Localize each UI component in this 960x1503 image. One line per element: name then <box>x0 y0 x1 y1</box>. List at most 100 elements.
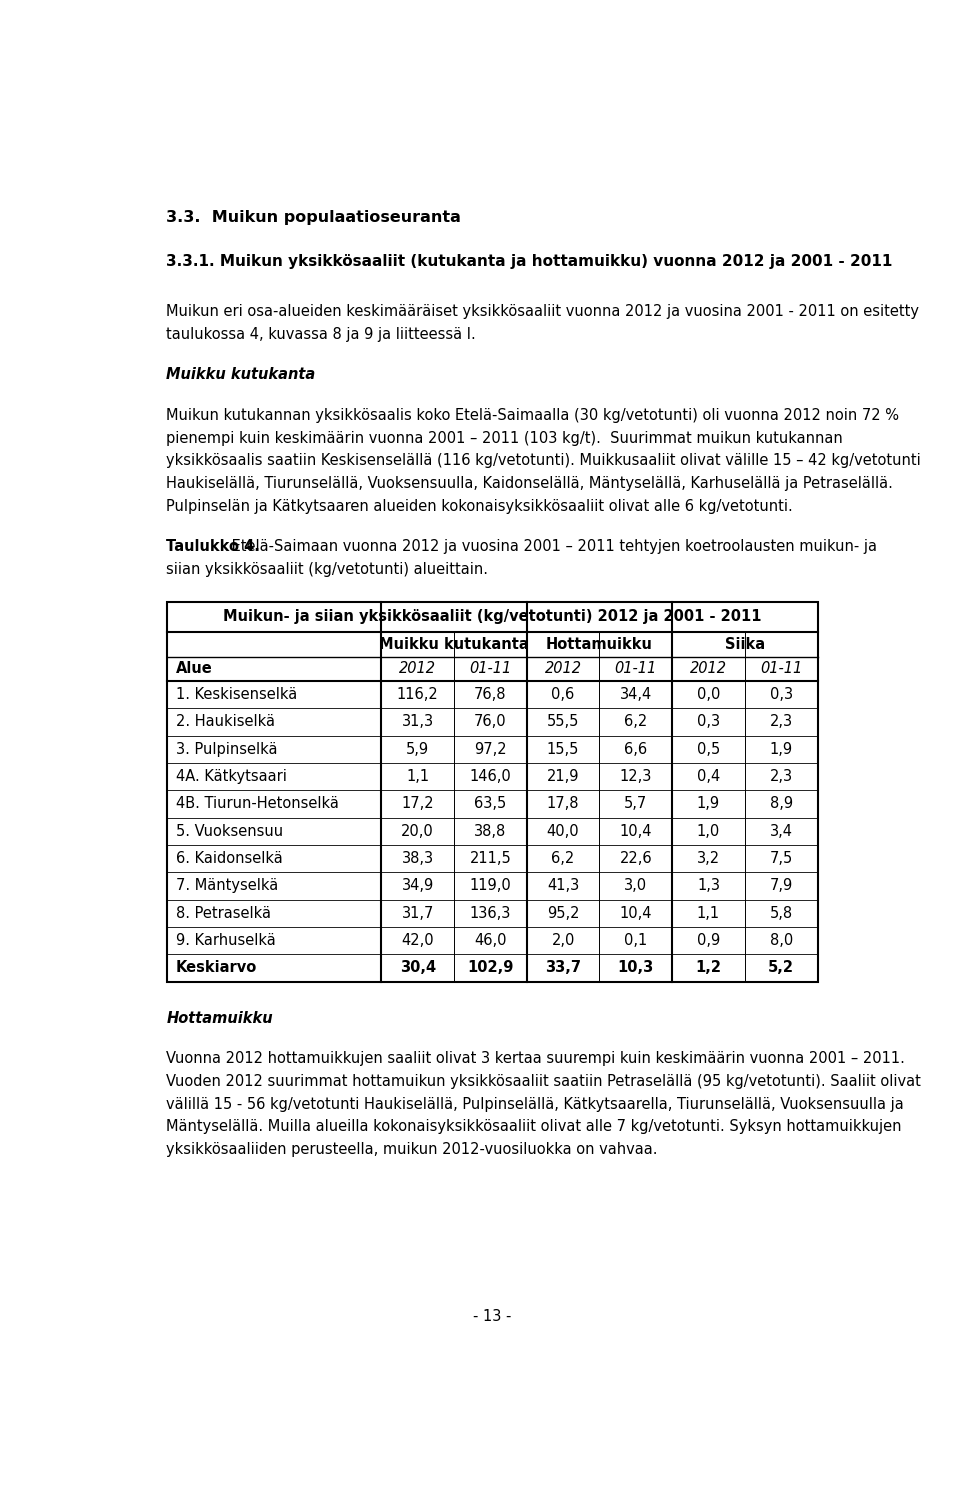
Text: 55,5: 55,5 <box>547 714 579 729</box>
Text: 97,2: 97,2 <box>474 741 507 756</box>
Text: 17,8: 17,8 <box>547 797 579 812</box>
Text: 1,9: 1,9 <box>697 797 720 812</box>
Text: 0,9: 0,9 <box>697 933 720 948</box>
Text: Muikun- ja siian yksikkösaaliit (kg/vetotunti) 2012 ja 2001 - 2011: Muikun- ja siian yksikkösaaliit (kg/veto… <box>223 609 761 624</box>
Text: 1,9: 1,9 <box>770 741 793 756</box>
Text: 4B. Tiurun-Hetonselkä: 4B. Tiurun-Hetonselkä <box>176 797 339 812</box>
Text: Muikku kutukanta: Muikku kutukanta <box>379 637 529 652</box>
Text: 01-11: 01-11 <box>760 661 803 676</box>
Text: 6. Kaidonselkä: 6. Kaidonselkä <box>176 851 282 866</box>
Text: 10,3: 10,3 <box>617 960 654 975</box>
Text: Vuonna 2012 hottamuikkujen saaliit olivat 3 kertaa suurempi kuin keskimäärin vuo: Vuonna 2012 hottamuikkujen saaliit oliva… <box>166 1051 905 1066</box>
Text: 0,3: 0,3 <box>770 687 793 702</box>
Text: Mäntyselällä. Muilla alueilla kokonaisyksikkösaaliit olivat alle 7 kg/vetotunti.: Mäntyselällä. Muilla alueilla kokonaisyk… <box>166 1120 902 1135</box>
Text: 2012: 2012 <box>690 661 727 676</box>
Text: 6,2: 6,2 <box>624 714 647 729</box>
Text: 7. Mäntyselkä: 7. Mäntyselkä <box>176 878 278 893</box>
Text: Muikku kutukanta: Muikku kutukanta <box>166 367 316 382</box>
Text: 5,7: 5,7 <box>624 797 647 812</box>
Text: 0,5: 0,5 <box>697 741 720 756</box>
Text: 2012: 2012 <box>399 661 436 676</box>
Text: - 13 -: - 13 - <box>473 1309 511 1324</box>
Text: 3. Pulpinselkä: 3. Pulpinselkä <box>176 741 277 756</box>
Text: 40,0: 40,0 <box>547 824 580 839</box>
Text: 1,1: 1,1 <box>697 906 720 921</box>
Text: Taulukko 4.: Taulukko 4. <box>166 540 260 555</box>
Text: 3,0: 3,0 <box>624 878 647 893</box>
Text: 10,4: 10,4 <box>619 824 652 839</box>
Text: Muikun eri osa-alueiden keskimääräiset yksikkösaaliit vuonna 2012 ja vuosina 200: Muikun eri osa-alueiden keskimääräiset y… <box>166 304 920 319</box>
Text: 1,3: 1,3 <box>697 878 720 893</box>
Text: 0,4: 0,4 <box>697 770 720 785</box>
Text: Pulpinselän ja Kätkytsaaren alueiden kokonaisyksikkösaaliit olivat alle 6 kg/vet: Pulpinselän ja Kätkytsaaren alueiden kok… <box>166 499 793 514</box>
Text: 1. Keskisenselkä: 1. Keskisenselkä <box>176 687 297 702</box>
Text: 46,0: 46,0 <box>474 933 507 948</box>
Text: 0,1: 0,1 <box>624 933 647 948</box>
Text: 34,4: 34,4 <box>619 687 652 702</box>
Text: 9. Karhuselkä: 9. Karhuselkä <box>176 933 276 948</box>
Text: 0,3: 0,3 <box>697 714 720 729</box>
Text: 3.3.1. Muikun yksikkösaaliit (kutukanta ja hottamuikku) vuonna 2012 ja 2001 - 20: 3.3.1. Muikun yksikkösaaliit (kutukanta … <box>166 254 893 269</box>
Text: 119,0: 119,0 <box>469 878 512 893</box>
Text: 102,9: 102,9 <box>468 960 514 975</box>
Text: 30,4: 30,4 <box>399 960 436 975</box>
Text: 8,9: 8,9 <box>770 797 793 812</box>
Text: 1,0: 1,0 <box>697 824 720 839</box>
Text: 22,6: 22,6 <box>619 851 652 866</box>
Text: siian yksikkösaaliit (kg/vetotunti) alueittain.: siian yksikkösaaliit (kg/vetotunti) alue… <box>166 562 489 577</box>
Text: 4A. Kätkytsaari: 4A. Kätkytsaari <box>176 770 287 785</box>
Text: Haukiselällä, Tiurunselällä, Vuoksensuulla, Kaidonselällä, Mäntyselällä, Karhuse: Haukiselällä, Tiurunselällä, Vuoksensuul… <box>166 476 894 491</box>
Text: 1,2: 1,2 <box>695 960 722 975</box>
Text: pienempi kuin keskimäärin vuonna 2001 – 2011 (103 kg/t).  Suurimmat muikun kutuk: pienempi kuin keskimäärin vuonna 2001 – … <box>166 431 843 445</box>
Text: 2,3: 2,3 <box>770 770 793 785</box>
Text: 76,0: 76,0 <box>474 714 507 729</box>
Text: 5,2: 5,2 <box>768 960 794 975</box>
Text: Vuoden 2012 suurimmat hottamuikun yksikkösaaliit saatiin Petraselällä (95 kg/vet: Vuoden 2012 suurimmat hottamuikun yksikk… <box>166 1075 922 1090</box>
Text: Alue: Alue <box>176 661 212 676</box>
Text: 5. Vuoksensuu: 5. Vuoksensuu <box>176 824 283 839</box>
Text: 211,5: 211,5 <box>469 851 512 866</box>
Text: 2,0: 2,0 <box>551 933 575 948</box>
Text: 5,8: 5,8 <box>770 906 793 921</box>
Text: Muikun kutukannan yksikkösaalis koko Etelä-Saimaalla (30 kg/vetotunti) oli vuonn: Muikun kutukannan yksikkösaalis koko Ete… <box>166 407 900 422</box>
Text: Keskiarvo: Keskiarvo <box>176 960 257 975</box>
Text: 15,5: 15,5 <box>547 741 579 756</box>
Bar <box>166 603 818 981</box>
Text: 01-11: 01-11 <box>469 661 512 676</box>
Text: 31,3: 31,3 <box>401 714 434 729</box>
Text: 2012: 2012 <box>544 661 582 676</box>
Text: taulukossa 4, kuvassa 8 ja 9 ja liitteessä I.: taulukossa 4, kuvassa 8 ja 9 ja liittees… <box>166 328 476 343</box>
Text: 136,3: 136,3 <box>469 906 511 921</box>
Text: 146,0: 146,0 <box>469 770 512 785</box>
Text: yksikkösaaliiden perusteella, muikun 2012-vuosiluokka on vahvaa.: yksikkösaaliiden perusteella, muikun 201… <box>166 1142 658 1157</box>
Text: 3,4: 3,4 <box>770 824 793 839</box>
Text: 10,4: 10,4 <box>619 906 652 921</box>
Text: 38,3: 38,3 <box>401 851 434 866</box>
Text: 0,6: 0,6 <box>551 687 575 702</box>
Text: välillä 15 - 56 kg/vetotunti Haukiselällä, Pulpinselällä, Kätkytsaarella, Tiurun: välillä 15 - 56 kg/vetotunti Haukiseläll… <box>166 1097 904 1112</box>
Text: 7,9: 7,9 <box>770 878 793 893</box>
Text: 6,6: 6,6 <box>624 741 647 756</box>
Text: 1,1: 1,1 <box>406 770 429 785</box>
Text: Siika: Siika <box>725 637 765 652</box>
Text: Etelä-Saimaan vuonna 2012 ja vuosina 2001 – 2011 tehtyjen koetroolausten muikun-: Etelä-Saimaan vuonna 2012 ja vuosina 200… <box>227 540 876 555</box>
Text: 6,2: 6,2 <box>551 851 575 866</box>
Text: 3,2: 3,2 <box>697 851 720 866</box>
Text: 34,9: 34,9 <box>401 878 434 893</box>
Text: 0,0: 0,0 <box>697 687 720 702</box>
Text: 95,2: 95,2 <box>547 906 579 921</box>
Text: Hottamuikku: Hottamuikku <box>166 1012 274 1027</box>
Text: 33,7: 33,7 <box>545 960 581 975</box>
Text: 7,5: 7,5 <box>770 851 793 866</box>
Text: 41,3: 41,3 <box>547 878 579 893</box>
Text: yksikkösaalis saatiin Keskisenselällä (116 kg/vetotunti). Muikkusaaliit olivat v: yksikkösaalis saatiin Keskisenselällä (1… <box>166 454 922 469</box>
Text: 31,7: 31,7 <box>401 906 434 921</box>
Text: 12,3: 12,3 <box>619 770 652 785</box>
Text: 01-11: 01-11 <box>614 661 657 676</box>
Text: 76,8: 76,8 <box>474 687 507 702</box>
Text: 3.3.  Muikun populaatioseuranta: 3.3. Muikun populaatioseuranta <box>166 209 462 224</box>
Text: 63,5: 63,5 <box>474 797 507 812</box>
Text: 116,2: 116,2 <box>396 687 439 702</box>
Text: 21,9: 21,9 <box>547 770 579 785</box>
Text: 2. Haukiselkä: 2. Haukiselkä <box>176 714 275 729</box>
